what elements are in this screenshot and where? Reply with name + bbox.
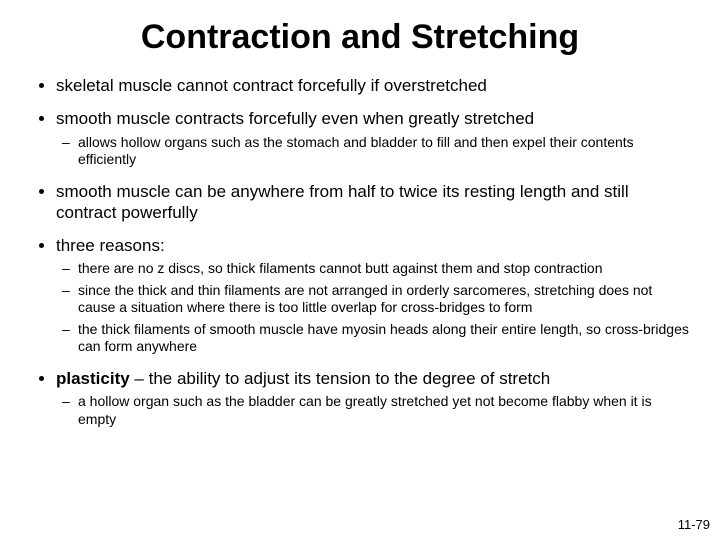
sub-bullet-item: a hollow organ such as the bladder can b… [78, 393, 692, 428]
bullet-text: smooth muscle can be anywhere from half … [56, 182, 629, 222]
sub-bullet-item: there are no z discs, so thick filaments… [78, 260, 692, 278]
sub-list: there are no z discs, so thick filaments… [56, 260, 692, 356]
sub-bullet-item: allows hollow organs such as the stomach… [78, 134, 692, 169]
term-plasticity: plasticity [56, 369, 130, 388]
sub-bullet-item: the thick filaments of smooth muscle hav… [78, 321, 692, 356]
bullet-item: smooth muscle can be anywhere from half … [56, 181, 692, 224]
sub-bullet-text: there are no z discs, so thick filaments… [78, 260, 603, 276]
bullet-text: smooth muscle contracts forcefully even … [56, 109, 534, 128]
bullet-list: skeletal muscle cannot contract forceful… [28, 75, 692, 428]
bullet-text: – the ability to adjust its tension to t… [130, 369, 551, 388]
sub-list: a hollow organ such as the bladder can b… [56, 393, 692, 428]
bullet-item: three reasons: there are no z discs, so … [56, 235, 692, 356]
slide: Contraction and Stretching skeletal musc… [0, 0, 720, 540]
slide-title: Contraction and Stretching [28, 18, 692, 57]
sub-bullet-text: allows hollow organs such as the stomach… [78, 134, 634, 168]
sub-list: allows hollow organs such as the stomach… [56, 134, 692, 169]
bullet-text: three reasons: [56, 236, 165, 255]
sub-bullet-item: since the thick and thin filaments are n… [78, 282, 692, 317]
bullet-item: plasticity – the ability to adjust its t… [56, 368, 692, 428]
page-number: 11-79 [678, 517, 710, 532]
sub-bullet-text: since the thick and thin filaments are n… [78, 282, 652, 316]
bullet-item: skeletal muscle cannot contract forceful… [56, 75, 692, 96]
bullet-item: smooth muscle contracts forcefully even … [56, 108, 692, 168]
bullet-text: skeletal muscle cannot contract forceful… [56, 76, 487, 95]
sub-bullet-text: a hollow organ such as the bladder can b… [78, 393, 652, 427]
sub-bullet-text: the thick filaments of smooth muscle hav… [78, 321, 689, 355]
